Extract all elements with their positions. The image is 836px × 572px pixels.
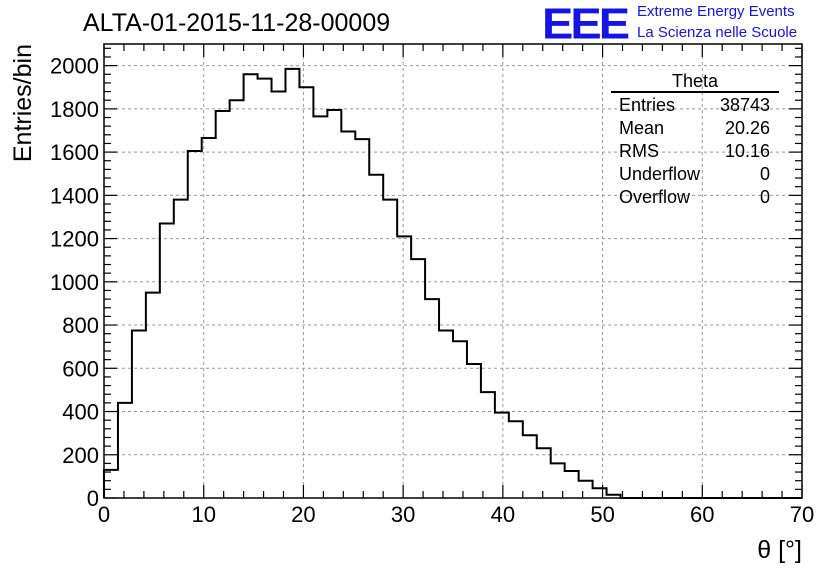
y-tick-label: 1000 [50,270,99,295]
x-tick-label: 60 [690,502,714,527]
x-tick-label: 0 [98,502,110,527]
y-tick-label: 600 [62,356,99,381]
stats-value: 38743 [719,95,770,115]
stats-box: Theta Entries 38743 Mean 20.26 RMS 10.16… [611,71,779,209]
org-name: Extreme Energy Events [637,3,795,20]
stats-row-mean: Mean 20.26 [611,117,779,140]
stats-value: 0 [759,164,770,184]
y-axis-title: Entries/bin [9,44,37,162]
y-tick-label: 800 [62,313,99,338]
x-tick-label: 50 [590,502,614,527]
stats-value: 0 [759,187,770,207]
axis-ticks [103,44,803,499]
stats-value: 10.16 [724,141,770,161]
x-tick-label: 10 [191,502,215,527]
stats-row-underflow: Underflow 0 [611,163,779,186]
plot-frame [103,43,803,499]
stats-label: RMS [619,141,659,161]
stats-row-rms: RMS 10.16 [611,140,779,163]
y-tick-label: 200 [62,443,99,468]
stats-label: Entries [619,95,676,115]
y-tick-label: 1600 [50,140,99,165]
eee-logo: EEE [542,0,630,48]
stats-label: Overflow [619,187,691,207]
x-tick-label: 40 [491,502,515,527]
stats-value: 20.26 [724,118,770,138]
x-axis-title: θ [°] [757,536,802,564]
x-tick-label: 30 [391,502,415,527]
x-tick-label: 70 [790,502,814,527]
stats-label: Underflow [619,164,701,184]
y-tick-label: 1400 [50,183,99,208]
stats-label: Mean [619,118,665,138]
y-tick-label: 2000 [50,54,99,79]
run-title: ALTA-01-2015-11-28-00009 [83,9,391,37]
y-tick-label: 400 [62,400,99,425]
stats-row-entries: Entries 38743 [611,94,779,117]
y-tick-label: 1200 [50,227,99,252]
y-tick-label: 1800 [50,97,99,122]
y-tick-label: 0 [87,486,99,511]
y-tick-labels: 0 200 400 600 800 1000 1200 1400 1600 1800 2000 [50,54,99,511]
stats-row-overflow: Overflow 0 [611,186,779,209]
stats-title: Theta [611,71,779,93]
org-subtitle: La Scienza nelle Scuole [637,24,798,41]
x-tick-labels: 0 10 20 30 40 50 60 70 [98,502,814,527]
histogram-line [103,67,802,499]
x-tick-label: 20 [291,502,315,527]
grid-lines [104,44,802,498]
